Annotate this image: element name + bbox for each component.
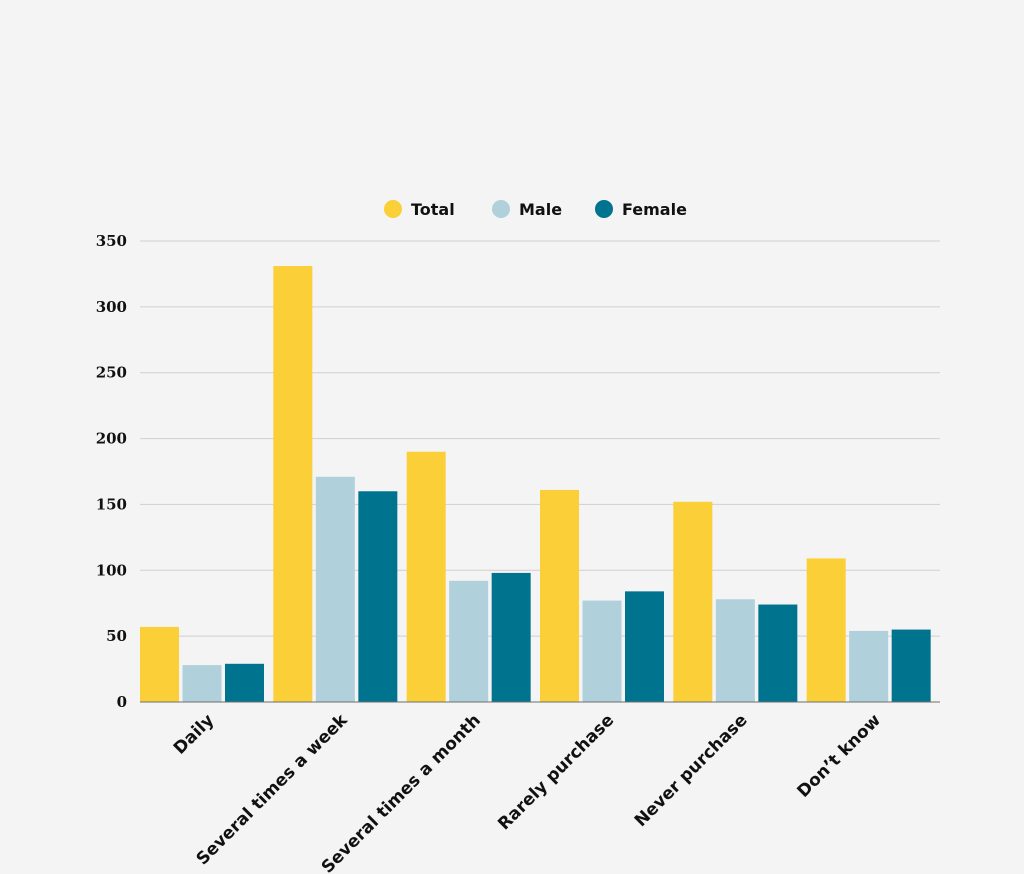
bar-total-3 [540,489,579,702]
bar-male-2 [449,580,489,702]
bar-total-4 [673,501,713,702]
x-tick-label: Daily [170,710,218,758]
bar-female-3 [625,591,664,702]
bar-male-0 [182,665,222,702]
legend-label: Male [519,200,562,219]
y-tick-label: 300 [96,298,127,316]
bar-male-4 [715,599,755,702]
legend-swatch [384,200,402,218]
bar-total-1 [273,266,313,702]
y-tick-label: 150 [96,495,127,513]
bar-female-2 [491,572,531,702]
bar-total-5 [806,558,846,702]
x-tick-label: Never purchase [631,710,752,831]
bars [140,266,931,702]
legend-item-total: Total [384,200,455,219]
y-axis-ticks: 0 50 100 150 200 250 300 350 [96,232,127,711]
legend-item-male: Male [492,200,562,219]
y-tick-label: 250 [96,364,127,382]
bar-female-5 [891,629,931,702]
y-tick-label: 200 [96,430,127,448]
bar-total-2 [406,451,446,702]
legend-item-female: Female [595,200,687,219]
bar-male-1 [315,476,355,702]
y-tick-label: 0 [117,693,127,711]
y-tick-label: 100 [96,561,127,579]
legend-swatch [595,200,613,218]
legend-label: Total [411,200,455,219]
y-tick-label: 350 [96,232,127,250]
bar-female-0 [225,663,264,702]
bar-female-4 [758,604,798,702]
x-tick-label: Several times a month [318,710,485,874]
legend-swatch [492,200,510,218]
legend-label: Female [622,200,687,219]
bar-male-3 [582,600,622,702]
y-tick-label: 50 [106,627,127,645]
bar-female-1 [358,491,398,702]
x-tick-label: Several times a week [193,710,352,869]
legend: Total Male Female [384,200,687,219]
x-tick-label: Don’t know [794,710,886,802]
x-tick-label: Rarely purchase [494,710,618,834]
bar-total-0 [140,626,179,702]
bar-male-5 [849,630,889,702]
